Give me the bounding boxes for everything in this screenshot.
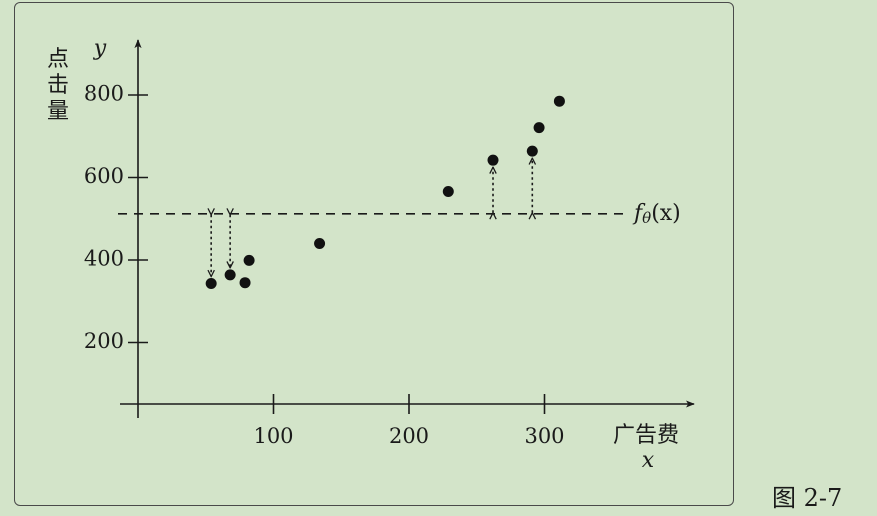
y-tick-label: 400 [84,247,124,271]
data-point [314,238,326,249]
x-axis-symbol: x [642,448,655,473]
residual-arrows [211,158,532,276]
x-tick-label: 300 [524,424,564,448]
x-tick-label: 100 [253,424,293,448]
y-ticks: 200 400 600 800 [84,82,148,353]
model-func-arg: (x) [651,201,681,226]
data-point [224,269,236,281]
x-ticks: 100 200 300 [253,394,565,448]
y-tick-label: 200 [84,329,124,353]
model-line-label: fθ(x) [632,201,681,227]
data-point [553,95,565,107]
data-point [243,254,255,266]
data-point [205,278,217,290]
figure-caption: 图 2-7 [772,484,843,512]
y-axis-symbol: y [93,36,107,61]
data-point [487,154,499,166]
data-point [239,277,251,289]
model-func-subscript: θ [642,209,651,227]
data-point [533,122,545,134]
data-points [205,95,565,290]
y-tick-label: 600 [84,164,124,188]
data-point [526,145,538,157]
x-axis-label: 广告费 [613,423,679,448]
y-axis-label-text: 点击量 [47,47,69,124]
y-axis-label: 点击量 [47,47,69,124]
data-point [442,186,454,198]
figure-frame [14,2,734,506]
y-tick-label: 800 [84,82,124,106]
x-tick-label: 200 [389,424,429,448]
